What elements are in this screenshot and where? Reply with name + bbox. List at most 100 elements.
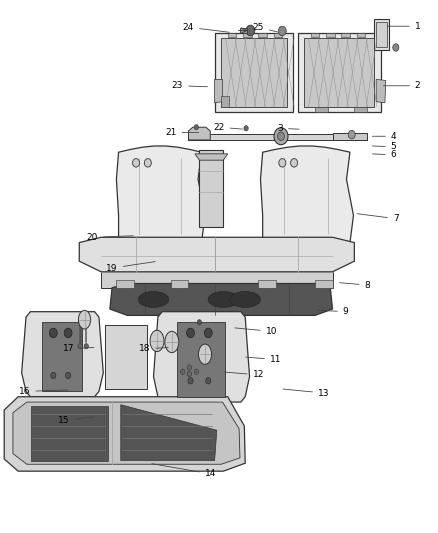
Polygon shape	[258, 280, 276, 288]
Circle shape	[290, 159, 297, 167]
Circle shape	[244, 126, 248, 131]
Polygon shape	[171, 280, 188, 288]
Text: 9: 9	[318, 307, 349, 316]
Circle shape	[66, 372, 71, 378]
Polygon shape	[332, 133, 367, 140]
Text: 8: 8	[339, 280, 370, 289]
Polygon shape	[101, 272, 332, 288]
Text: 24: 24	[183, 23, 230, 33]
Polygon shape	[341, 33, 350, 37]
Circle shape	[51, 372, 56, 378]
Polygon shape	[13, 402, 240, 464]
Text: 20: 20	[87, 233, 133, 242]
Polygon shape	[221, 38, 287, 107]
Text: 18: 18	[139, 344, 168, 353]
Polygon shape	[31, 406, 108, 461]
Circle shape	[246, 25, 255, 36]
Circle shape	[279, 26, 286, 36]
Ellipse shape	[198, 344, 212, 365]
Polygon shape	[21, 312, 103, 397]
Text: 3: 3	[277, 124, 299, 133]
Polygon shape	[357, 33, 365, 37]
Polygon shape	[117, 280, 134, 288]
Circle shape	[393, 44, 399, 51]
Circle shape	[187, 328, 194, 338]
Circle shape	[206, 377, 211, 384]
Circle shape	[145, 159, 151, 167]
Circle shape	[187, 371, 191, 376]
Circle shape	[279, 159, 286, 167]
Text: 10: 10	[235, 327, 277, 336]
Text: 14: 14	[152, 464, 216, 478]
Ellipse shape	[230, 292, 261, 308]
Text: 19: 19	[106, 262, 155, 272]
Polygon shape	[304, 38, 374, 107]
Polygon shape	[195, 154, 228, 160]
Polygon shape	[326, 33, 335, 37]
Circle shape	[180, 369, 185, 374]
Ellipse shape	[150, 330, 164, 352]
Circle shape	[133, 159, 140, 167]
Text: 16: 16	[19, 387, 68, 396]
Polygon shape	[110, 284, 332, 316]
Polygon shape	[261, 146, 353, 243]
Polygon shape	[315, 107, 328, 112]
Text: 17: 17	[63, 344, 94, 353]
Ellipse shape	[165, 332, 179, 353]
Text: 22: 22	[213, 123, 242, 132]
Polygon shape	[188, 127, 210, 140]
Polygon shape	[42, 322, 82, 391]
Circle shape	[194, 125, 198, 130]
Ellipse shape	[78, 310, 91, 329]
Polygon shape	[374, 19, 389, 50]
Text: 4: 4	[372, 132, 396, 141]
Circle shape	[78, 344, 82, 349]
Polygon shape	[4, 397, 245, 471]
Polygon shape	[153, 312, 250, 402]
Polygon shape	[106, 325, 147, 389]
Circle shape	[188, 377, 193, 384]
Polygon shape	[188, 134, 367, 140]
Polygon shape	[315, 280, 332, 288]
Polygon shape	[376, 79, 386, 103]
Polygon shape	[215, 33, 293, 112]
Text: 2: 2	[383, 81, 420, 90]
Circle shape	[274, 128, 288, 145]
Polygon shape	[354, 107, 367, 112]
Text: 11: 11	[246, 355, 282, 364]
Circle shape	[84, 344, 88, 349]
Circle shape	[194, 369, 198, 374]
Polygon shape	[243, 33, 252, 37]
Ellipse shape	[138, 292, 169, 308]
Polygon shape	[221, 96, 229, 107]
Polygon shape	[121, 405, 217, 461]
Text: 5: 5	[372, 142, 396, 151]
Text: 13: 13	[283, 389, 329, 398]
Ellipse shape	[208, 292, 239, 308]
Polygon shape	[274, 33, 283, 37]
Polygon shape	[311, 33, 319, 37]
Text: 21: 21	[165, 128, 199, 137]
Polygon shape	[79, 237, 354, 272]
Polygon shape	[228, 33, 237, 37]
Polygon shape	[215, 79, 223, 103]
Polygon shape	[297, 33, 381, 112]
Text: 23: 23	[172, 81, 208, 90]
Text: 6: 6	[372, 150, 396, 159]
Polygon shape	[177, 322, 225, 397]
Text: 25: 25	[253, 23, 277, 32]
Polygon shape	[240, 28, 247, 33]
Circle shape	[187, 365, 191, 370]
Circle shape	[49, 328, 57, 338]
Text: 1: 1	[388, 22, 420, 31]
Circle shape	[64, 328, 72, 338]
Circle shape	[197, 320, 201, 325]
Circle shape	[348, 131, 355, 139]
Circle shape	[205, 328, 212, 338]
Text: 12: 12	[224, 370, 264, 379]
Polygon shape	[376, 22, 387, 47]
Polygon shape	[258, 33, 267, 37]
Circle shape	[278, 132, 285, 141]
Polygon shape	[117, 146, 205, 243]
Polygon shape	[199, 150, 223, 227]
